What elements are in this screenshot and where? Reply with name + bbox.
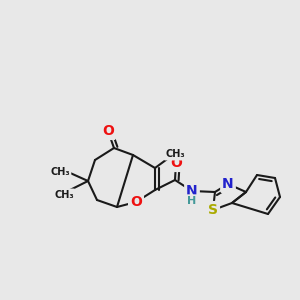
- Text: H: H: [188, 196, 196, 206]
- Text: O: O: [130, 195, 142, 209]
- Text: CH₃: CH₃: [50, 167, 70, 177]
- Text: CH₃: CH₃: [165, 149, 185, 159]
- Text: O: O: [102, 124, 114, 138]
- Text: N: N: [222, 177, 234, 191]
- Text: N: N: [186, 184, 198, 198]
- Text: CH₃: CH₃: [54, 190, 74, 200]
- Text: O: O: [170, 156, 182, 170]
- Text: S: S: [208, 203, 218, 217]
